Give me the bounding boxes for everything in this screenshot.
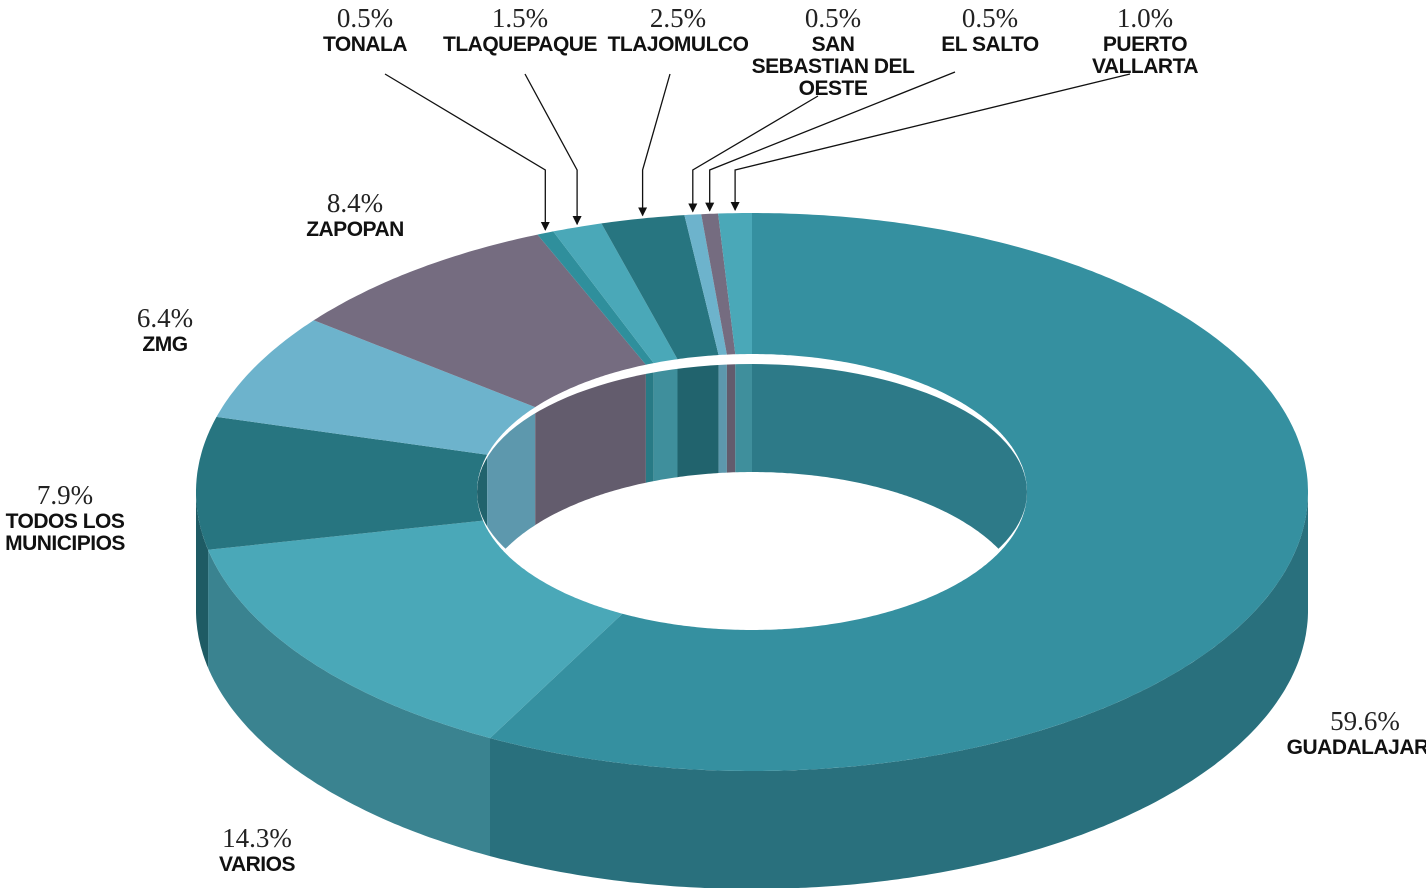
slice-side (208, 549, 490, 857)
slice-side (196, 492, 209, 668)
slice-label: 8.4% ZAPOPAN (285, 190, 425, 241)
category-label: TONALA (322, 33, 408, 56)
slice-inner-wall (645, 364, 654, 483)
slice-label: 1.5% TLAQUEPAQUE (440, 5, 600, 56)
slice-inner-wall (653, 364, 678, 482)
slice (684, 214, 727, 355)
slice (490, 213, 1308, 771)
category-label: SAN SEBASTIAN DEL OESTE (751, 33, 915, 101)
value-label: 0.5% (336, 3, 394, 33)
slice-label: 59.6%GUADALAJARA (1285, 708, 1426, 759)
leader-line (730, 73, 1131, 212)
slice (313, 234, 646, 408)
leader-line (638, 73, 671, 217)
slice-label: 0.5% TONALA (305, 5, 425, 56)
slice-inner-wall (735, 364, 752, 473)
value-label: 1.0% (1116, 3, 1174, 33)
value-label: 1.5% (491, 3, 549, 33)
slice-inner-wall (752, 364, 1027, 610)
value-label: 0.5% (804, 3, 862, 33)
category-label: GUADALAJARA (1286, 736, 1426, 759)
outer-walls (196, 492, 1308, 888)
slice-inner-wall (677, 364, 719, 478)
slice-inner-wall (726, 364, 736, 473)
slice-label: 6.4% ZMG (105, 305, 225, 356)
value-label: 14.3% (222, 823, 292, 853)
slice (601, 215, 719, 360)
leader-line (705, 71, 956, 212)
category-label: TODOS LOS MUNICIPIOS (5, 510, 125, 556)
leader-line (524, 73, 582, 226)
slice (196, 416, 488, 550)
hole (477, 364, 1027, 620)
category-label: TLAQUEPAQUE (443, 33, 597, 56)
category-label: ZAPOPAN (306, 218, 404, 241)
slice (537, 231, 654, 365)
slice-label: 2.5% TLAJOMULCO (598, 5, 758, 56)
leader-line (384, 73, 550, 231)
value-label: 8.4% (326, 188, 384, 218)
slice-label: 0.5% SAN SEBASTIAN DEL OESTE (751, 5, 916, 100)
leader-line (688, 95, 819, 213)
slice (553, 223, 678, 364)
slice-label: 7.9% TODOS LOS MUNICIPIOS (0, 482, 130, 555)
slice-side (490, 492, 1308, 888)
category-label: TLAJOMULCO (607, 33, 749, 56)
slice (208, 520, 623, 739)
slice-inner-wall (487, 407, 536, 573)
top-faces (196, 213, 1308, 771)
value-label: 59.6% (1330, 706, 1400, 736)
category-label: ZMG (142, 333, 188, 356)
slice-inner-wall (535, 364, 646, 526)
value-label: 0.5% (961, 3, 1019, 33)
slice-inner-wall (718, 364, 727, 473)
slice (718, 213, 752, 355)
slice-label: 1.0% PUERTO VALLARTA (1050, 5, 1240, 78)
slice (216, 320, 536, 455)
value-label: 7.9% (36, 480, 94, 510)
category-label: EL SALTO (941, 33, 1039, 56)
value-label: 6.4% (136, 303, 194, 333)
slice-label: 14.3% VARIOS (187, 825, 327, 876)
value-label: 2.5% (649, 3, 707, 33)
category-label: PUERTO VALLARTA (1091, 33, 1199, 79)
slice-label: 0.5% EL SALTO (930, 5, 1050, 56)
slice (701, 213, 736, 355)
category-label: VARIOS (219, 853, 295, 876)
